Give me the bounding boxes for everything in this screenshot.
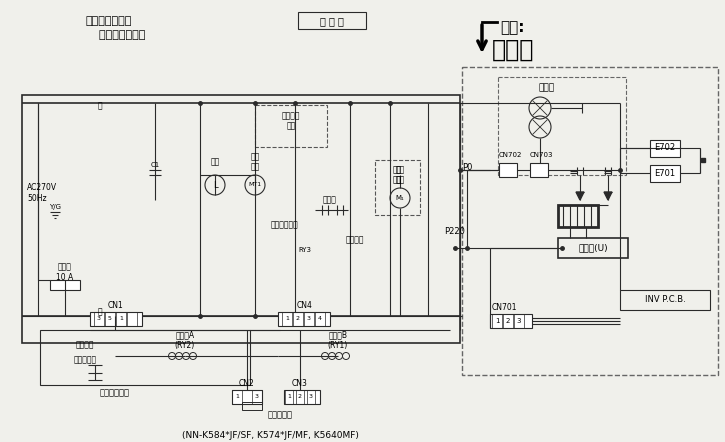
- Text: 4: 4: [318, 316, 322, 321]
- Bar: [252, 390, 262, 404]
- Text: 初级碰锁
开关: 初级碰锁 开关: [282, 111, 300, 130]
- Text: 变频器(U): 变频器(U): [578, 244, 608, 252]
- Polygon shape: [604, 192, 612, 200]
- Text: Y/G: Y/G: [49, 204, 61, 210]
- Bar: [558, 205, 598, 227]
- Text: P0: P0: [462, 163, 472, 171]
- Bar: [514, 314, 524, 328]
- Text: CN4: CN4: [297, 301, 313, 310]
- Bar: [650, 140, 680, 157]
- Bar: [375, 160, 420, 215]
- Polygon shape: [576, 192, 584, 200]
- Text: 1: 1: [494, 318, 500, 324]
- Bar: [284, 390, 320, 404]
- Text: 压敏电阻: 压敏电阻: [75, 340, 94, 350]
- Text: M₁: M₁: [396, 195, 405, 201]
- Text: 2: 2: [296, 316, 300, 321]
- Text: 热敏电阻: 热敏电阻: [346, 236, 364, 244]
- Bar: [242, 402, 262, 410]
- Text: (NN-K584*JF/SF, K574*JF/MF, K5640MF): (NN-K584*JF/SF, K574*JF/MF, K5640MF): [181, 431, 358, 439]
- Text: 注：炉门关闭。: 注：炉门关闭。: [85, 16, 131, 26]
- Text: 1: 1: [119, 316, 123, 321]
- Bar: [232, 390, 262, 404]
- Bar: [315, 312, 325, 326]
- Bar: [255, 105, 327, 147]
- Bar: [127, 312, 137, 326]
- Bar: [462, 67, 718, 375]
- Text: 1: 1: [285, 316, 289, 321]
- Bar: [499, 163, 517, 177]
- Bar: [490, 314, 532, 328]
- Text: 继电器B
(RY1): 继电器B (RY1): [328, 330, 348, 350]
- Text: 继电器A
(RY2): 继电器A (RY2): [175, 330, 195, 350]
- Bar: [298, 12, 366, 29]
- Text: 蓝: 蓝: [98, 102, 102, 110]
- Text: 加热器: 加热器: [323, 195, 337, 205]
- Bar: [498, 77, 626, 175]
- Text: 5: 5: [108, 316, 112, 321]
- Text: 新 高 压: 新 高 压: [320, 16, 344, 26]
- Text: CN701: CN701: [492, 304, 518, 312]
- Text: 保险丝
10 A: 保险丝 10 A: [57, 262, 74, 282]
- Text: CN702: CN702: [499, 152, 523, 158]
- Text: 短路
开关: 短路 开关: [392, 165, 402, 184]
- Text: 3: 3: [307, 316, 311, 321]
- Text: 3: 3: [309, 395, 313, 400]
- Text: 棕: 棕: [98, 308, 102, 316]
- Bar: [304, 312, 314, 326]
- Bar: [105, 312, 115, 326]
- Bar: [90, 312, 142, 326]
- Text: 高压区: 高压区: [492, 38, 534, 62]
- Text: 3: 3: [97, 316, 101, 321]
- Bar: [293, 312, 303, 326]
- Text: CN2: CN2: [239, 380, 255, 389]
- Text: MT1: MT1: [249, 183, 262, 187]
- Text: 2: 2: [506, 318, 510, 324]
- Bar: [40, 330, 250, 385]
- Text: 微波炉不工作。: 微波炉不工作。: [85, 30, 146, 40]
- Bar: [94, 312, 104, 326]
- Bar: [50, 280, 80, 290]
- Text: 炉灯: 炉灯: [210, 157, 220, 167]
- Bar: [503, 314, 513, 328]
- Bar: [285, 390, 293, 404]
- Text: 3: 3: [517, 318, 521, 324]
- Text: E701: E701: [655, 168, 676, 178]
- Text: INV P.C.B.: INV P.C.B.: [645, 296, 685, 305]
- Text: P220: P220: [444, 228, 465, 236]
- Text: L: L: [212, 180, 218, 190]
- Bar: [282, 312, 292, 326]
- Text: CN1: CN1: [107, 301, 123, 310]
- Text: 1: 1: [287, 395, 291, 400]
- Bar: [492, 314, 502, 328]
- Text: AC270V
50Hz: AC270V 50Hz: [27, 183, 57, 203]
- Text: 数据程序电路: 数据程序电路: [100, 389, 130, 397]
- Text: 转盘
电机: 转盘 电机: [250, 152, 260, 171]
- Text: C1: C1: [150, 162, 160, 168]
- Text: 1: 1: [235, 395, 239, 400]
- Text: 注意:: 注意:: [500, 20, 524, 35]
- Text: 2: 2: [298, 395, 302, 400]
- Bar: [116, 312, 126, 326]
- Text: 蒸汽感应器: 蒸汽感应器: [268, 411, 292, 419]
- Bar: [620, 290, 710, 310]
- Text: RY3: RY3: [299, 247, 312, 253]
- Bar: [22, 95, 460, 343]
- Bar: [558, 238, 628, 258]
- Text: 低压变压器: 低压变压器: [73, 355, 96, 365]
- Text: 风扇
电机: 风扇 电机: [395, 165, 405, 185]
- Bar: [232, 390, 242, 404]
- Bar: [278, 312, 330, 326]
- Text: E702: E702: [655, 144, 676, 152]
- Text: 次级碰锁开关: 次级碰锁开关: [271, 221, 299, 229]
- Bar: [296, 390, 304, 404]
- Text: CN703: CN703: [530, 152, 553, 158]
- Text: 磁控管: 磁控管: [539, 83, 555, 92]
- Text: CN3: CN3: [292, 380, 308, 389]
- Bar: [530, 163, 548, 177]
- Bar: [307, 390, 315, 404]
- Text: 3: 3: [255, 395, 259, 400]
- Bar: [650, 165, 680, 182]
